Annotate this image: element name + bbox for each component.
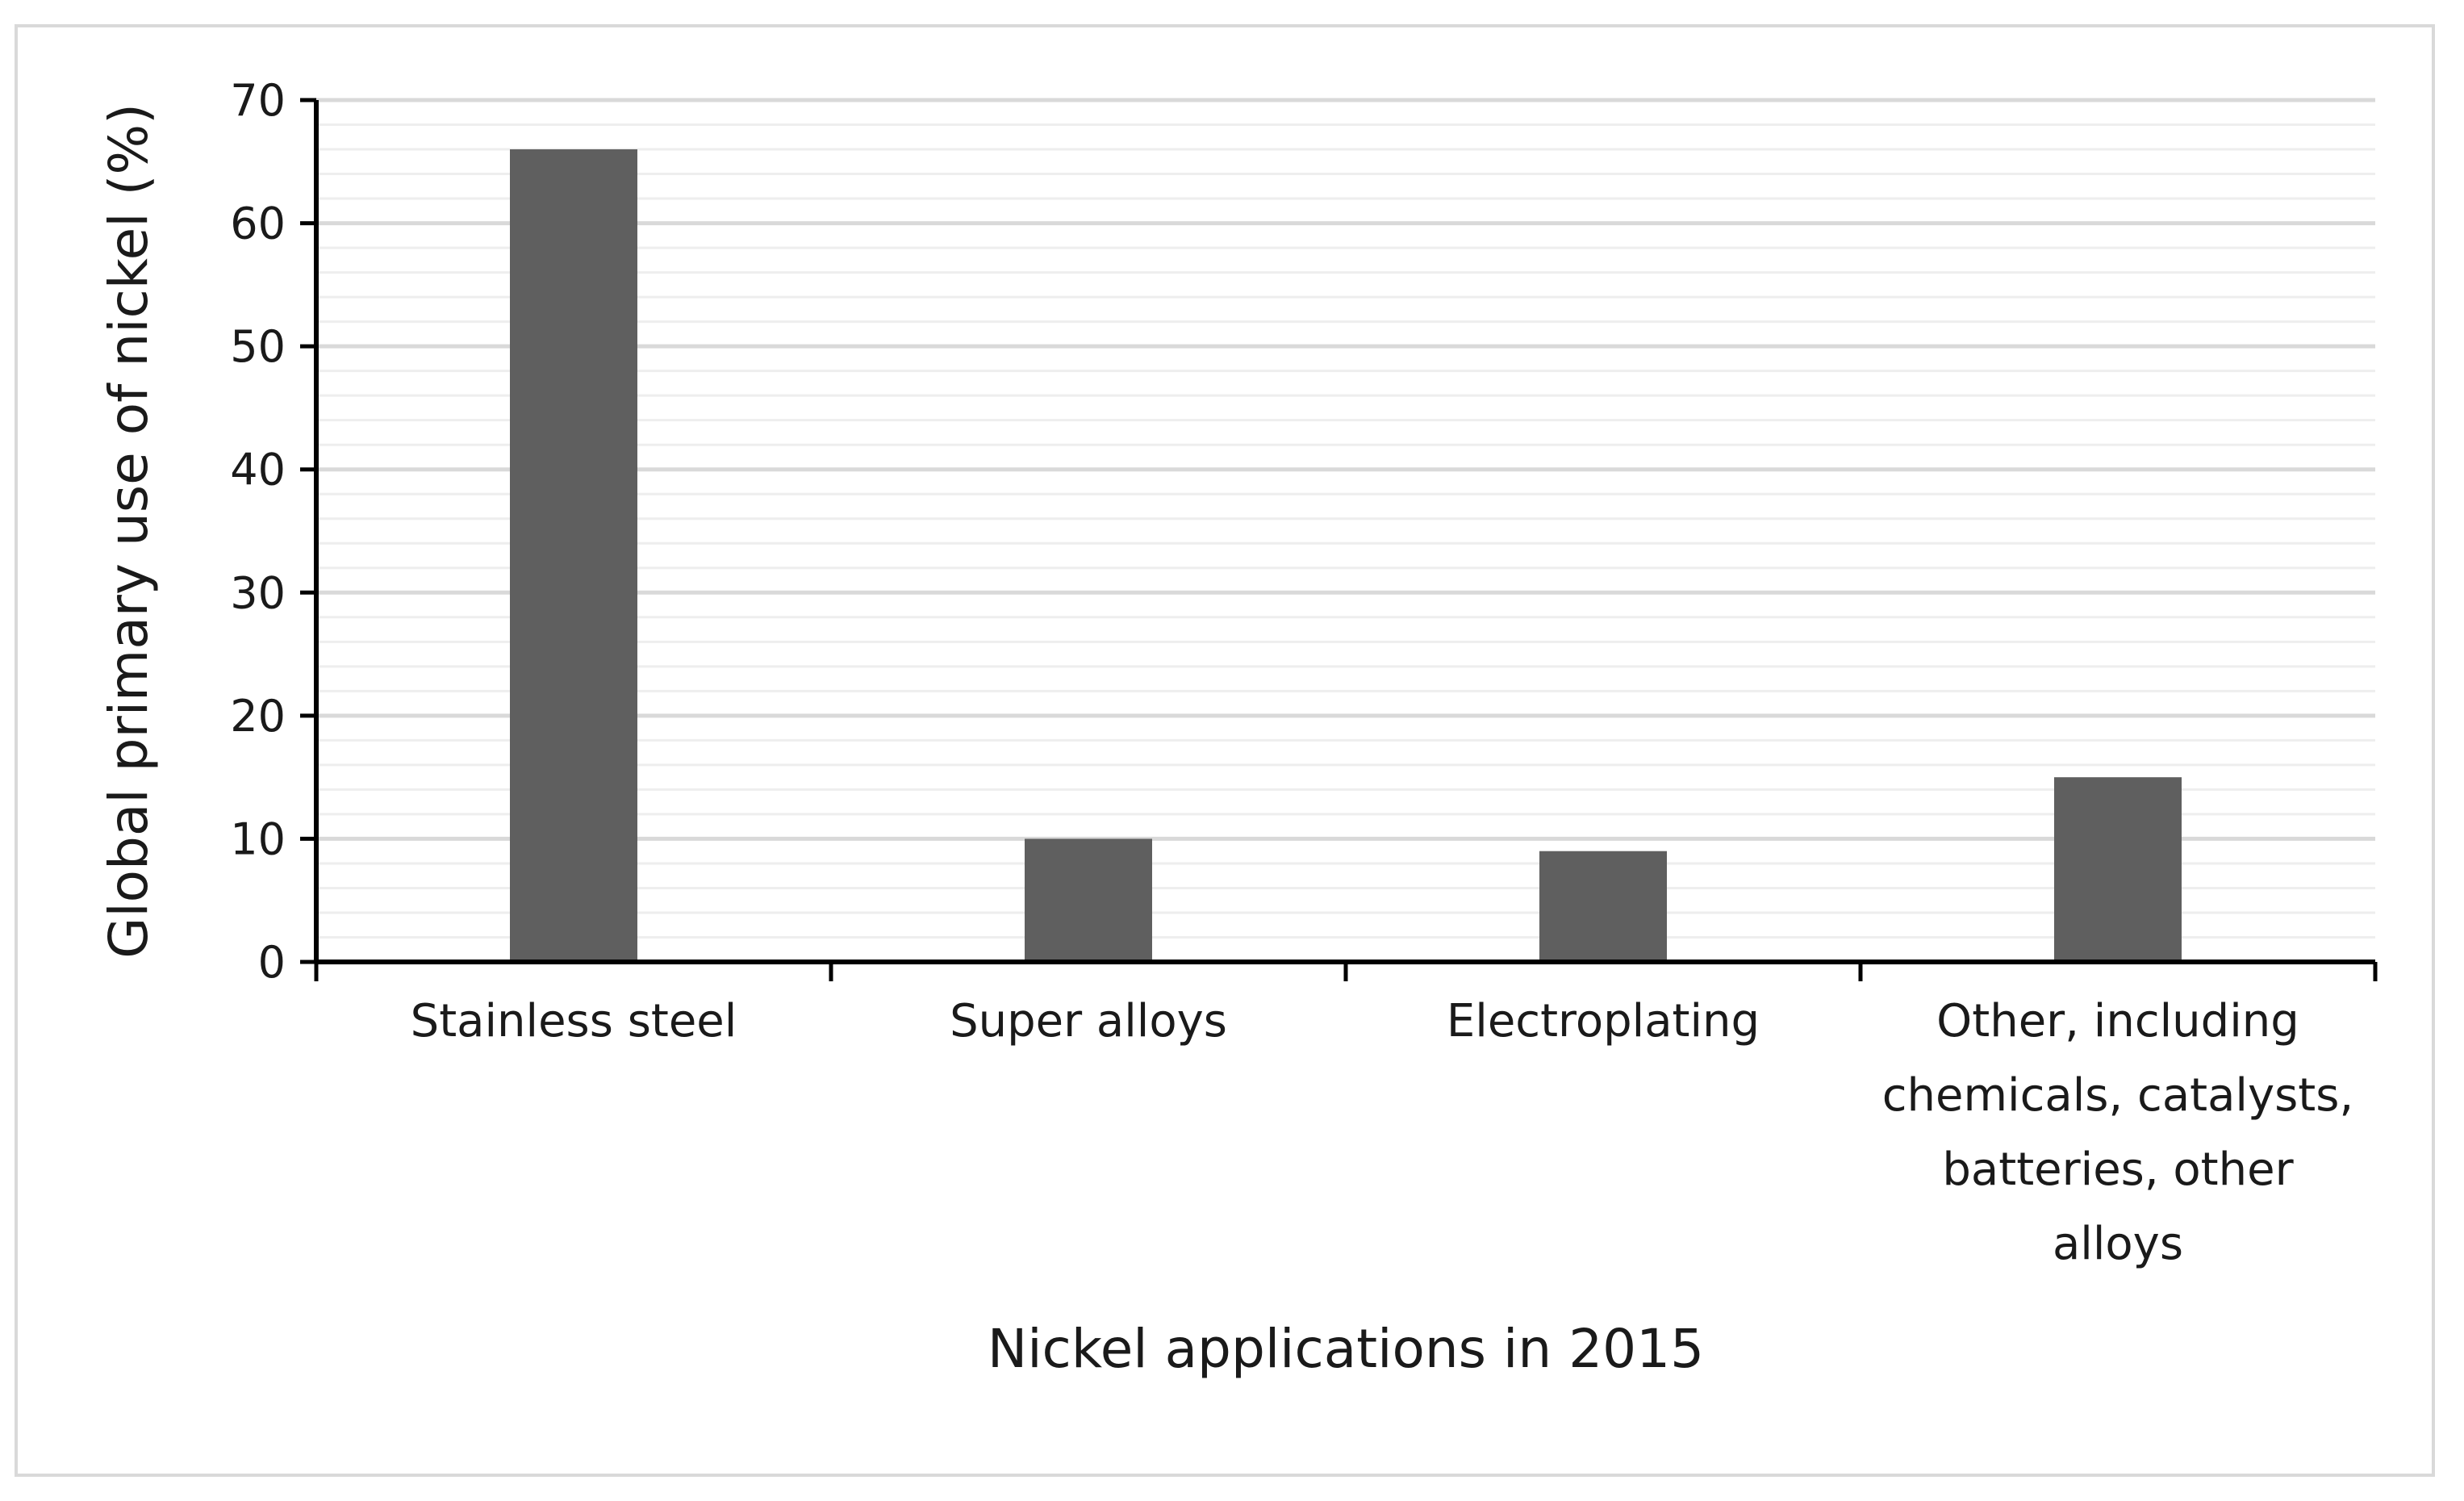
chart-frame: 0 10 20 30 40 50 60 70 Stainless steel Super all… <box>15 24 2435 1477</box>
bar <box>1025 838 1152 962</box>
y-tick-label: 40 <box>230 445 286 495</box>
y-tick-label: 0 <box>258 937 286 988</box>
category-label: Stainless steel <box>411 995 737 1047</box>
y-tick-label: 70 <box>230 75 286 126</box>
y-tick-label: 60 <box>230 199 286 249</box>
bars <box>510 149 2182 962</box>
y-tick-label: 20 <box>230 691 286 742</box>
bar <box>510 149 637 962</box>
y-tick-label: 10 <box>230 813 286 864</box>
category-label: Super alloys <box>950 995 1227 1047</box>
bar <box>2054 777 2182 962</box>
bar <box>1539 851 1667 962</box>
bar-chart: 0 10 20 30 40 50 60 70 Stainless steel Super all… <box>98 75 2378 1380</box>
category-label: Electroplating <box>1447 995 1760 1047</box>
y-tick-label: 30 <box>230 567 286 618</box>
category-label: Other, including chemicals, catalysts, bat… <box>1882 995 2353 1270</box>
y-tick-labels: 0 10 20 30 40 50 60 70 <box>230 75 286 988</box>
y-tick-label: 50 <box>230 321 286 372</box>
y-axis-title: Global primary use of nickel (%) <box>98 103 160 959</box>
axes <box>300 98 2378 981</box>
x-category-labels: Stainless steel Super alloys Electroplatin… <box>411 995 2354 1270</box>
x-axis-title: Nickel applications in 2015 <box>988 1318 1704 1380</box>
grid-lines <box>316 98 2375 939</box>
